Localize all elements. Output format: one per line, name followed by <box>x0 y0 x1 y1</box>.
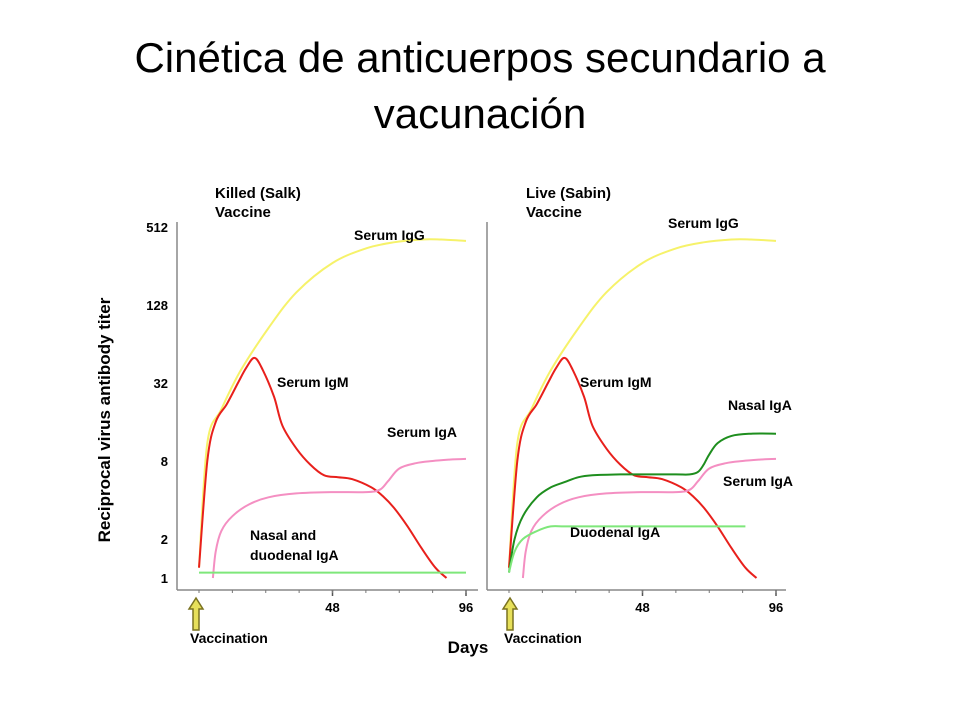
y-tick-label: 128 <box>146 298 168 313</box>
series-label-serum-igg: Serum IgG <box>354 227 425 243</box>
series-line-serum-igg <box>198 238 467 568</box>
series-label-nasal-and-duodenal-iga: duodenal IgA <box>250 547 339 563</box>
x-tick-label: 96 <box>459 600 473 615</box>
x-tick-label: 48 <box>325 600 339 615</box>
y-tick-label: 512 <box>146 220 168 235</box>
series-label-serum-igm: Serum IgM <box>277 374 349 390</box>
y-tick-label: 2 <box>161 532 168 547</box>
slide-title-line-2: vacunación <box>373 90 587 137</box>
panel-title-line: Killed (Salk) <box>215 185 301 202</box>
series-label-serum-iga: Serum IgA <box>387 424 457 440</box>
series-label-serum-iga: Serum IgA <box>723 473 793 489</box>
vaccination-label: Vaccination <box>504 630 582 646</box>
series-label-serum-igg: Serum IgG <box>668 215 739 231</box>
series-line-duodenal-iga <box>508 525 746 573</box>
y-tick-label: 32 <box>154 376 168 391</box>
vaccination-arrow-icon <box>187 596 205 631</box>
x-tick-label: 96 <box>769 600 783 615</box>
series-label-serum-igm: Serum IgM <box>580 374 652 390</box>
series-line-serum-iga <box>521 457 777 579</box>
series-line-nasal-iga <box>508 432 777 573</box>
series-line-serum-iga <box>211 457 467 579</box>
vaccination-arrow-icon <box>501 596 519 631</box>
y-tick-label: 1 <box>161 571 168 586</box>
y-axis-title: Reciprocal virus antibody titer <box>95 297 114 542</box>
slide-title-line-1: Cinética de anticuerpos secundario a <box>134 34 826 81</box>
x-tick-label: 48 <box>635 600 649 615</box>
panel-title-line: Vaccine <box>215 204 271 221</box>
slide-title: Cinética de anticuerpos secundario a vac… <box>0 30 960 142</box>
chart-panel-2: 48 96 Live (Sabin) Vaccine Serum IgG Serum Ig… <box>486 185 793 646</box>
series-line-serum-igm <box>508 356 758 579</box>
panel-title-line: Live (Sabin) <box>526 185 611 202</box>
series-line-serum-igm <box>198 356 448 579</box>
series-label-duodenal-iga: Duodenal IgA <box>570 524 660 540</box>
x-axis-title: Days <box>448 638 489 657</box>
panel-title-line: Vaccine <box>526 204 582 221</box>
series-line-serum-igg <box>508 238 777 568</box>
vaccination-label: Vaccination <box>190 630 268 646</box>
y-tick-label: 8 <box>161 454 168 469</box>
series-label-nasal-iga: Nasal IgA <box>728 397 792 413</box>
series-label-nasal-and-duodenal-iga: Nasal and <box>250 527 316 543</box>
